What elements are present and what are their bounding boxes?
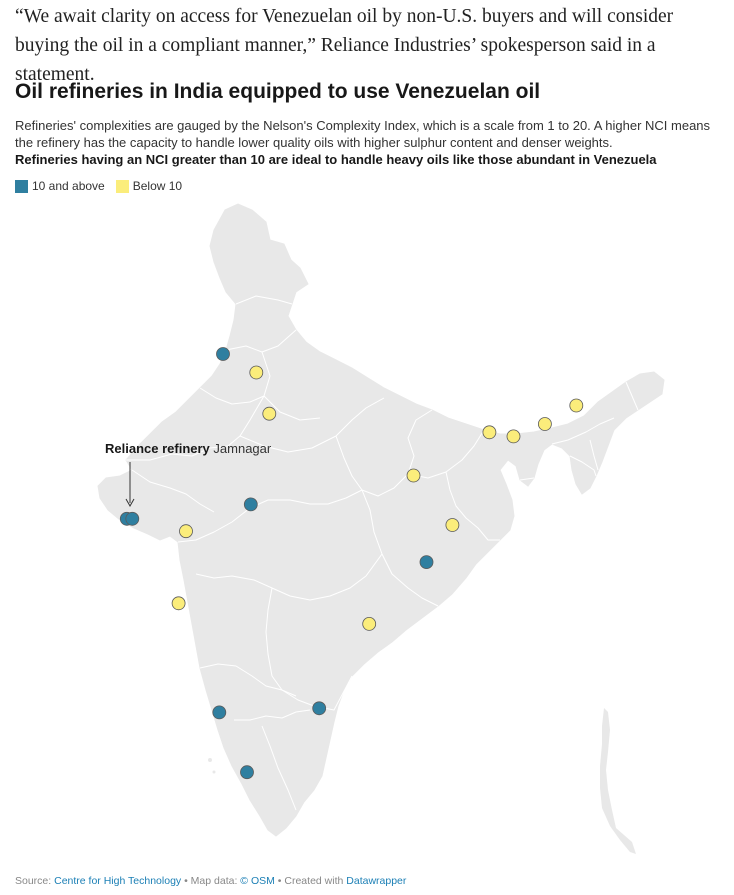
state-borders [126,295,639,811]
annotation-arrow-head [125,498,135,508]
source-label: Source: [15,875,52,887]
datawrapper-link[interactable]: Datawrapper [346,875,407,887]
refinery-marker-low[interactable] [538,417,552,431]
refinery-marker-high[interactable] [312,701,327,716]
refinery-marker-low[interactable] [362,617,377,631]
created-label: • Created with [277,875,344,887]
legend-item-low: Below 10 [115,179,183,193]
article-quote: “We await clarity on access for Venezuel… [15,6,674,85]
legend-label-high: 10 and above [32,179,105,193]
refinery-marker-high[interactable] [240,765,254,780]
refinery-markers [119,347,584,780]
refinery-marker-low[interactable] [506,429,521,444]
refinery-marker-high[interactable] [243,497,258,512]
refinery-marker-high[interactable] [212,705,227,720]
refinery-marker-high[interactable] [419,555,434,569]
footer: Source: Centre for High Technology • Map… [15,875,406,887]
andaman-islands [600,708,636,854]
chart-title: Oil refineries in India equipped to use … [15,80,541,103]
refinery-marker-low[interactable] [249,365,264,380]
legend-swatch-high [15,179,28,193]
legend-item-high: 10 and above [15,179,105,193]
india-map [97,203,665,854]
refinery-marker-low[interactable] [262,406,277,421]
annotation-text: Jamnagar [213,441,272,456]
legend-swatch-low [115,179,129,193]
lakshadweep-island [208,758,212,762]
india-landmass [97,203,665,837]
refinery-marker-low[interactable] [482,425,497,440]
source-link[interactable]: Centre for High Technology [54,875,182,887]
legend-label-low: Below 10 [132,179,183,193]
chart-description: Refineries' complexities are gauged by t… [15,118,711,150]
refinery-marker-low[interactable] [569,398,584,413]
lakshadweep-island [212,770,216,774]
refinery-marker-high[interactable] [125,511,140,526]
legend: 10 and above Below 10 [15,179,193,193]
refinery-marker-low[interactable] [406,468,421,483]
refinery-marker-low[interactable] [445,518,460,532]
chart-description-bold: Refineries having an NCI greater than 10… [15,152,657,167]
refinery-marker-low[interactable] [171,596,186,611]
reliance-annotation: Reliance refinery Jamnagar [105,441,271,456]
refinery-marker-low[interactable] [179,524,193,539]
refinery-marker-high[interactable] [216,347,230,361]
osm-link[interactable]: © OSM [240,875,275,887]
annotation-bold: Reliance refinery [105,441,210,456]
map-data-label: • Map data: [184,875,238,887]
